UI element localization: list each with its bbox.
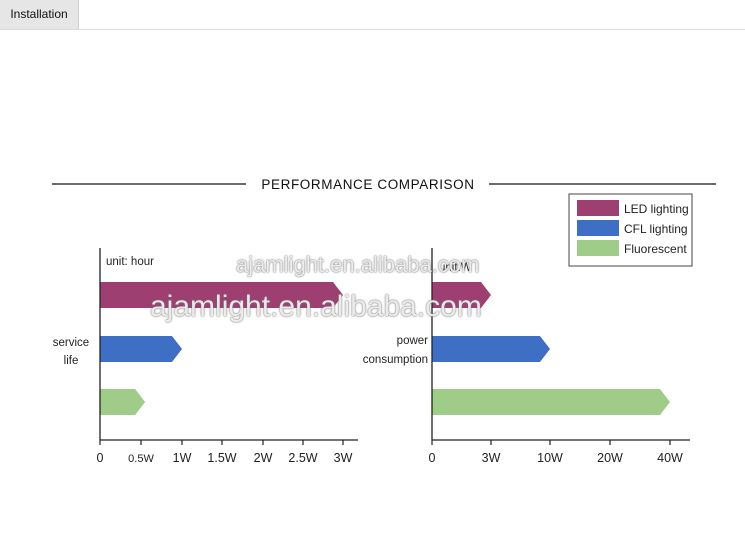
power-consumption-chart: 0 3W 10W 20W 40W unit:W power consumption xyxy=(363,248,690,465)
x-tick-label: 0 xyxy=(429,451,436,465)
unit-label: unit:W xyxy=(439,262,472,274)
x-tick-label: 10W xyxy=(537,451,563,465)
category-label: consumption xyxy=(363,354,428,366)
x-tick-label: 1W xyxy=(173,451,192,465)
x-tick-label: 2.5W xyxy=(288,451,317,465)
tab-bar: Installation xyxy=(0,0,745,30)
legend-label: CFL lighting xyxy=(624,222,688,236)
category-label: life xyxy=(64,355,79,367)
bar-cfl-lighting xyxy=(432,336,550,362)
legend-swatch xyxy=(577,200,619,216)
x-tick-label: 20W xyxy=(597,451,623,465)
x-tick-label: 2W xyxy=(254,451,273,465)
legend-label: Fluorescent xyxy=(624,242,687,256)
x-tick-label: 0 xyxy=(97,451,104,465)
unit-label: unit: hour xyxy=(106,256,154,268)
category-label: power xyxy=(397,335,428,347)
legend: LED lighting CFL lighting Fluorescent xyxy=(568,193,693,267)
tab-installation[interactable]: Installation xyxy=(0,0,79,29)
bar-led-lighting xyxy=(432,282,491,308)
legend-label: LED lighting xyxy=(624,202,689,216)
legend-swatch xyxy=(577,240,619,256)
x-tick-label: 3W xyxy=(482,451,501,465)
x-tick-label: 3W xyxy=(334,451,353,465)
service-life-chart: 0 0.5W 1W 1.5W 2W 2.5W 3W unit: hour service life xyxy=(53,248,358,465)
x-tick-label: 0.5W xyxy=(128,453,154,465)
chart-heading: PERFORMANCE COMPARISON xyxy=(261,177,474,192)
x-tick-label: 1.5W xyxy=(207,451,236,465)
bar-fluorescent xyxy=(100,389,146,415)
category-label: service xyxy=(53,337,89,349)
bar-cfl-lighting xyxy=(100,336,182,362)
x-tick-label: 40W xyxy=(657,451,683,465)
legend-swatch xyxy=(577,220,619,236)
bar-led-lighting xyxy=(100,282,343,308)
bar-fluorescent xyxy=(432,389,670,415)
